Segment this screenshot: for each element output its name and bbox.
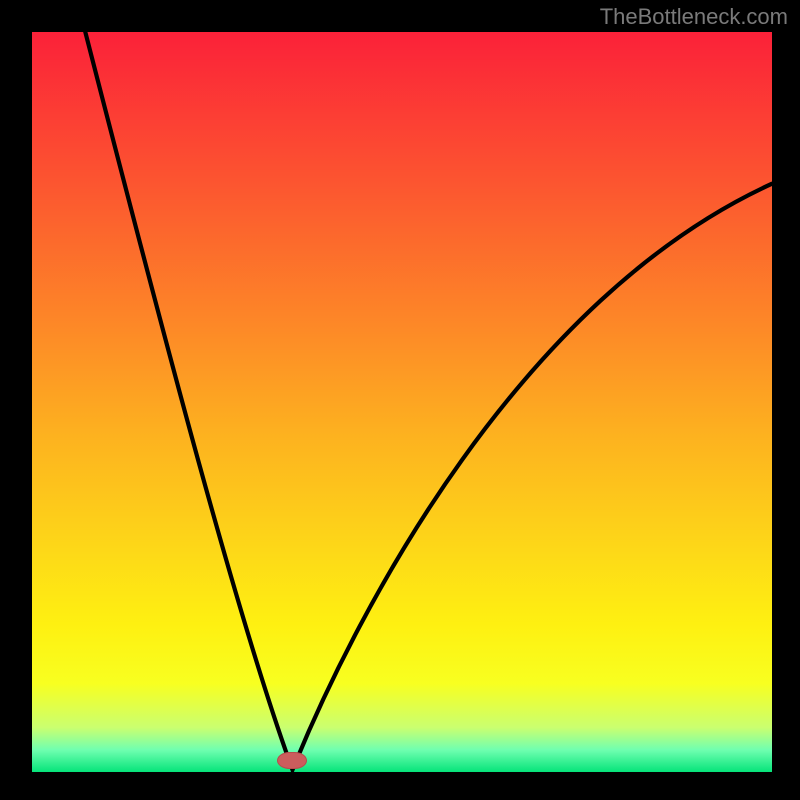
chart-container: TheBottleneck.com (0, 0, 800, 800)
bottleneck-curve (0, 0, 800, 800)
curve-path (85, 32, 772, 770)
optimal-point-marker (277, 752, 307, 769)
